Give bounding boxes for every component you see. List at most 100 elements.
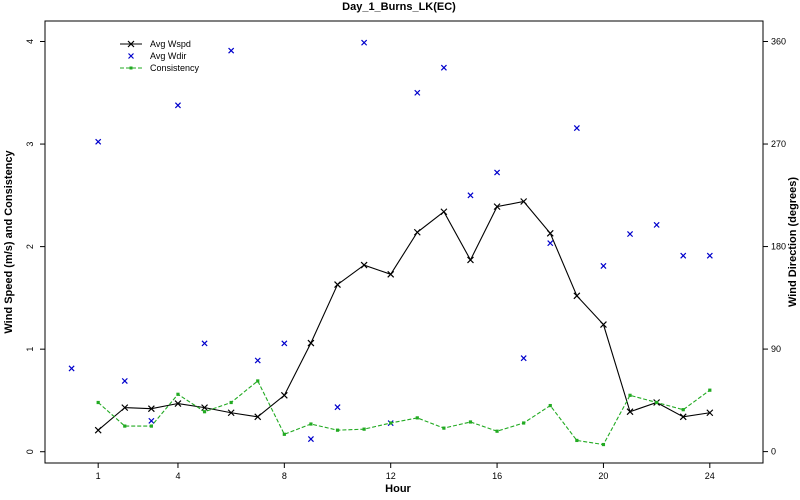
- avg-wdir-point: [494, 169, 501, 176]
- avg-wspd-point: [546, 229, 554, 237]
- avg-wdir-point: [361, 39, 368, 46]
- avg-wspd-point: [626, 408, 634, 416]
- avg-wdir-point: [201, 340, 208, 347]
- avg-wdir-legend-label: Avg Wdir: [150, 51, 186, 61]
- y-left-tick-label: 1: [25, 347, 35, 352]
- consistency-point: [468, 420, 473, 424]
- y-right-tick-label: 180: [771, 242, 786, 252]
- y-right-tick-label: 270: [771, 139, 786, 149]
- avg-wspd-point: [254, 413, 262, 421]
- avg-wspd-point: [679, 413, 687, 421]
- avg-wdir-point: [680, 252, 687, 259]
- avg-wdir-point: [520, 355, 527, 362]
- consistency-point: [362, 427, 366, 431]
- avg-wdir-point: [121, 377, 128, 385]
- y-right-tick-label: 360: [771, 37, 786, 47]
- consistency-point: [229, 400, 233, 405]
- avg-wspd-legend-label: Avg Wspd: [150, 39, 191, 49]
- avg-wdir-point: [600, 262, 607, 269]
- avg-wdir-legend-marker: [128, 53, 134, 59]
- plot-area: [44, 20, 764, 464]
- x-tick-label: 16: [492, 471, 502, 481]
- avg-wspd-point: [280, 391, 288, 399]
- consistency-point: [495, 429, 499, 433]
- avg-wdir-point: [228, 47, 235, 54]
- x-tick-label: 24: [705, 471, 715, 481]
- consistency-point: [522, 421, 526, 425]
- avg-wspd-line: [97, 200, 710, 431]
- y-right-tick-label: 0: [771, 447, 776, 457]
- avg-wspd-point: [440, 208, 448, 216]
- avg-wdir-point: [547, 240, 554, 247]
- consistency-point: [389, 421, 393, 425]
- avg-wspd-point: [360, 261, 368, 269]
- consistency-point: [149, 424, 153, 428]
- x-tick-label: 8: [282, 471, 287, 481]
- avg-wspd-legend-marker: [127, 40, 135, 48]
- consistency-point: [601, 442, 606, 447]
- y-left-tick-label: 0: [25, 449, 35, 454]
- consistency-point: [655, 400, 659, 405]
- avg-wspd-point: [706, 409, 714, 417]
- avg-wdir-point: [653, 221, 660, 228]
- avg-wdir-point: [281, 340, 288, 347]
- y-left-tick-label: 4: [25, 39, 35, 44]
- avg-wdir-point: [254, 357, 261, 364]
- consistency-line: [97, 380, 711, 446]
- avg-wdir-point: [467, 192, 474, 199]
- x-tick-label: 12: [386, 471, 396, 481]
- avg-wdir-point: [706, 252, 713, 259]
- chart-title: Day_1_Burns_LK(EC): [342, 1, 456, 13]
- consistency-point: [176, 392, 180, 396]
- consistency-point: [96, 400, 100, 405]
- avg-wdir-point: [334, 404, 341, 411]
- consistency-point: [309, 422, 313, 426]
- consistency-point: [256, 379, 260, 383]
- y-left-tick-label: 2: [25, 244, 35, 249]
- consistency-point: [575, 438, 579, 443]
- consistency-point: [681, 408, 685, 412]
- avg-wspd-point: [467, 256, 474, 264]
- consistency-legend-label: Consistency: [150, 63, 200, 73]
- consistency-point: [335, 428, 340, 432]
- avg-wdir-point: [414, 89, 421, 96]
- y-axis-label-left: Wind Speed (m/s) and Consistency: [3, 149, 15, 333]
- consistency-legend-marker: [129, 66, 133, 70]
- consistency-point: [282, 432, 286, 436]
- avg-wdir-point: [307, 436, 314, 443]
- avg-wspd-point: [334, 281, 341, 288]
- consistency-point: [628, 393, 632, 397]
- y-axis-label-right: Wind Direction (degrees): [787, 177, 799, 307]
- consistency-point: [415, 416, 419, 420]
- avg-wspd-point: [147, 405, 155, 413]
- legend: Avg Wspd Avg Wdir Consistency: [120, 39, 200, 73]
- consistency-point: [548, 403, 552, 408]
- y-right-tick-label: 90: [771, 344, 781, 354]
- x-tick-label: 1: [96, 471, 101, 481]
- avg-wdir-point: [68, 365, 75, 372]
- avg-wspd-point: [493, 203, 501, 211]
- avg-wdir-point: [174, 102, 181, 109]
- x-tick-label: 4: [175, 471, 180, 481]
- consistency-point: [123, 424, 127, 428]
- x-axis-label: Hour: [385, 483, 411, 495]
- avg-wdir-point: [440, 64, 447, 71]
- avg-wspd-point: [413, 228, 421, 236]
- avg-wspd-point: [600, 321, 607, 328]
- avg-wspd-point: [520, 198, 528, 205]
- avg-wspd-point: [121, 404, 129, 412]
- avg-wspd-point: [174, 400, 182, 407]
- avg-wdir-point: [627, 231, 634, 238]
- avg-wdir-point: [148, 417, 155, 424]
- avg-wspd-point: [387, 270, 395, 278]
- consistency-point: [708, 388, 712, 392]
- avg-wspd-point: [201, 404, 208, 412]
- y-left-tick-label: 3: [25, 142, 35, 147]
- avg-wspd-point: [307, 339, 315, 347]
- avg-wspd-point: [94, 426, 102, 434]
- avg-wspd-point: [573, 292, 581, 300]
- consistency-point: [442, 426, 446, 430]
- avg-wdir-point: [573, 125, 580, 132]
